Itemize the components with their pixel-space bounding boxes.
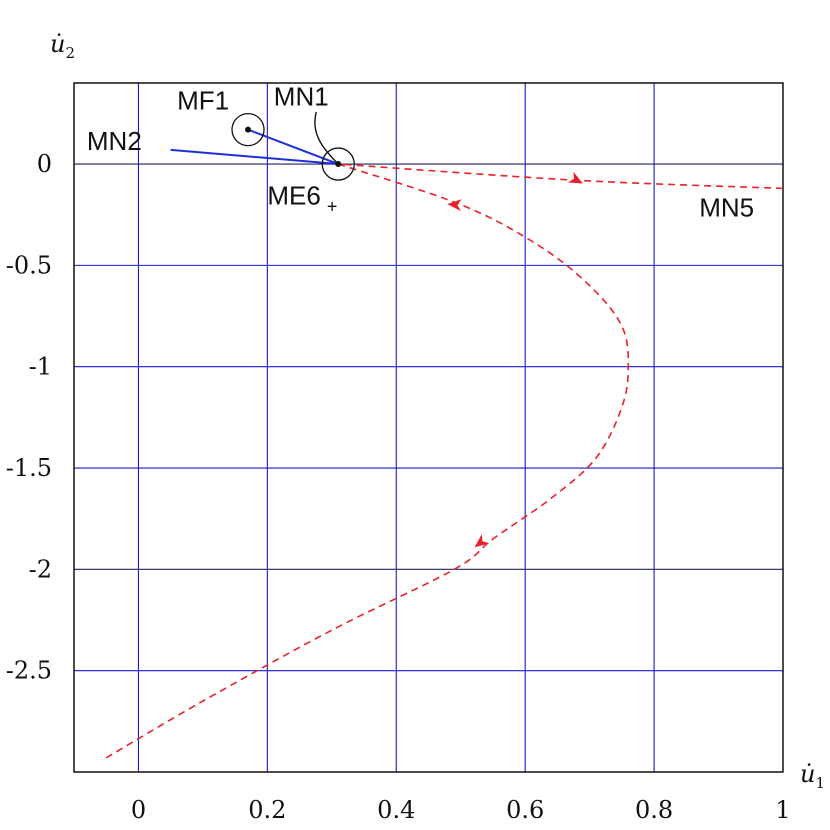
arrowhead [447, 199, 462, 212]
y-tick-label: -0.5 [6, 251, 52, 279]
y-axis-label: u̇2 [50, 30, 75, 62]
arrowhead [567, 171, 583, 184]
marker-group [231, 111, 583, 548]
annotation-label: MN5 [699, 193, 754, 223]
dashed-trajectory-3 [338, 163, 784, 190]
annotation-label: MN1 [274, 81, 329, 111]
x-tick-label: 0.2 [248, 796, 286, 824]
arrowhead-shape [447, 199, 462, 212]
annotation-label: MF1 [177, 85, 229, 115]
dashed-trajectory-2 [105, 163, 630, 759]
arrowhead-shape [567, 171, 583, 184]
y-tick-label: -2 [29, 555, 52, 583]
point-circle [231, 112, 265, 147]
annotations: MF1 MN1 MN2 ME6 + MN5 [87, 81, 754, 222]
plot-frame [73, 82, 784, 773]
point-dot [245, 126, 252, 133]
x-tick-label: 0.8 [635, 796, 673, 824]
x-axis-label: u̇1 [800, 760, 825, 792]
annotation-label: ME6 + [267, 181, 337, 217]
x-tick-label: 1 [775, 796, 790, 824]
solid-trajectory-1 [170, 148, 339, 166]
arrowhead [474, 533, 490, 548]
series-group [105, 128, 784, 759]
tick-labels: 0 0.2 0.4 0.6 0.8 1 0 -0.5 -1 -1.5 -2 -2.5 [6, 150, 791, 824]
annotation-label: MN2 [87, 126, 142, 156]
x-tick-label: 0.4 [377, 796, 415, 824]
x-tick-label: 0.6 [506, 796, 544, 824]
point-circle [321, 147, 355, 181]
x-tick-label: 0 [131, 796, 146, 824]
y-tick-label: -1 [29, 353, 52, 381]
solid-trajectory-0 [247, 128, 339, 165]
y-tick-label: -2.5 [6, 657, 52, 685]
mn1-leader [314, 111, 339, 165]
arrowhead-shape [474, 533, 490, 548]
y-tick-label: 0 [37, 150, 52, 178]
y-tick-label: -1.5 [6, 454, 52, 482]
grid [74, 83, 783, 772]
